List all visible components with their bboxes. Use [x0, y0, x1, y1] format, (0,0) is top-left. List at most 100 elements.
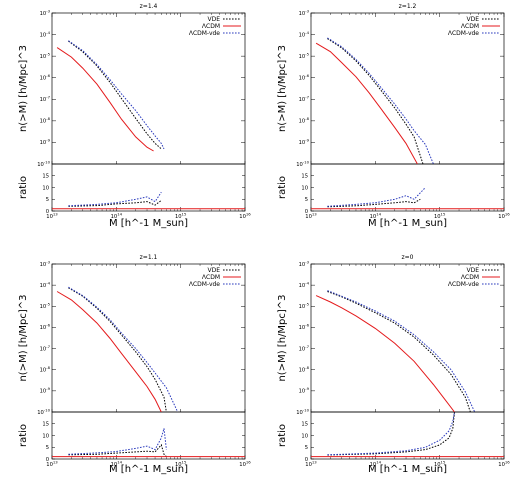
x-tick-label: 1014 — [111, 460, 123, 469]
y-tick-label: 10-10 — [37, 407, 50, 416]
ratio-tick-label: 0 — [305, 457, 308, 463]
y-tick-label: 10-7 — [40, 95, 51, 104]
ratio-tick-label: 15 — [301, 422, 308, 428]
y-tick-label: 10-6 — [40, 73, 51, 82]
y-tick-label: 10-6 — [40, 323, 51, 332]
x-tick-label: 1015 — [434, 460, 446, 469]
legend-label: ΛCDM — [202, 274, 220, 281]
x-tick-label: 1016 — [498, 212, 510, 221]
legend-label: ΛCDM-vde — [189, 30, 220, 37]
ratio-tick-label: 0 — [46, 457, 49, 463]
x-tick-label: 1015 — [434, 212, 446, 221]
y-tick-label: 10-3 — [40, 8, 51, 16]
y-tick-label: 10-6 — [299, 323, 310, 332]
series-line — [315, 295, 455, 412]
ratio-tick-label: 5 — [305, 445, 308, 451]
ratio-series-line — [327, 412, 455, 456]
ratio-tick-label: 0 — [46, 209, 49, 215]
y-tick-label: 10-7 — [40, 344, 51, 353]
x-tick-label: 1013 — [46, 212, 58, 221]
ratio-series-line — [68, 200, 162, 207]
y-tick-label: 10-8 — [299, 365, 310, 374]
panel-title: z=0 — [402, 254, 414, 261]
y-tick-label: 10-10 — [296, 159, 309, 168]
ratio-series-line — [68, 428, 167, 455]
x-tick-label: 1014 — [370, 212, 382, 221]
ratio-tick-label: 10 — [301, 185, 308, 191]
y-tick-label: 10-4 — [299, 30, 310, 39]
ratio-tick-label: 10 — [301, 433, 308, 439]
legend-label: ΛCDM — [461, 274, 479, 281]
panel-title: z=1.1 — [140, 254, 158, 261]
ratio-plot-frame — [310, 163, 505, 212]
x-tick-label: 1016 — [498, 460, 510, 469]
legend-label: VDE — [207, 267, 220, 274]
y-tick-label: 10-5 — [40, 51, 51, 60]
legend-label: VDE — [207, 16, 220, 23]
x-tick-label: 1015 — [175, 212, 187, 221]
legend-label: VDE — [466, 267, 479, 274]
ratio-series-line — [68, 443, 167, 457]
x-axis-title: M [h^-1 M_sun] — [109, 218, 188, 229]
y-tick-label: 10-9 — [40, 138, 51, 147]
ratio-series-line — [327, 187, 426, 207]
ratio-series-line — [327, 198, 421, 208]
y-tick-label: 10-4 — [40, 280, 51, 289]
series-line — [56, 47, 154, 152]
y-axis-title: n(>M) [h/Mpc]^3 — [277, 294, 288, 381]
x-tick-label: 1016 — [239, 212, 251, 221]
x-tick-label: 1015 — [175, 460, 187, 469]
x-tick-label: 1014 — [111, 212, 123, 221]
legend-label: VDE — [466, 16, 479, 23]
ratio-tick-label: 15 — [301, 174, 308, 180]
x-axis-title: M [h^-1 M_sun] — [368, 464, 447, 475]
ratio-plot-frame — [51, 411, 246, 460]
y-tick-label: 10-5 — [299, 51, 310, 60]
y-tick-label: 10-3 — [299, 259, 310, 268]
panel-title: z=1.2 — [399, 3, 417, 10]
y-tick-label: 10-8 — [299, 116, 310, 125]
y-tick-label: 10-10 — [296, 407, 309, 416]
chart-panel: z=1.1 1013 1014 1015 1016 10-10 10-9 10-8 10-7 10… — [18, 254, 251, 475]
y-tick-label: 10-8 — [40, 365, 51, 374]
series-line — [68, 286, 179, 412]
y-tick-label: 10-8 — [40, 116, 51, 125]
legend-label: ΛCDM-vde — [189, 281, 220, 288]
y-tick-label: 10-4 — [40, 30, 51, 39]
legend-label: ΛCDM-vde — [448, 281, 479, 288]
ratio-plot-frame — [310, 411, 505, 460]
ratio-tick-label: 5 — [46, 445, 49, 451]
legend-label: ΛCDM — [202, 23, 220, 30]
y-axis-title: n(>M) [h/Mpc]^3 — [277, 45, 288, 132]
series-line — [68, 40, 162, 150]
ratio-axis-title: ratio — [18, 176, 29, 199]
y-tick-label: 10-4 — [299, 280, 310, 289]
ratio-tick-label: 5 — [305, 197, 308, 203]
ratio-plot-frame — [51, 163, 246, 212]
series-line — [68, 40, 165, 150]
y-axis-title: n(>M) [h/Mpc]^3 — [18, 45, 29, 132]
series-line — [56, 291, 162, 412]
x-tick-label: 1016 — [239, 460, 251, 469]
x-axis-title: M [h^-1 M_sun] — [368, 218, 447, 229]
series-line — [327, 291, 471, 412]
ratio-tick-label: 0 — [305, 209, 308, 215]
x-tick-label: 1013 — [305, 460, 317, 469]
y-tick-label: 10-5 — [299, 302, 310, 311]
series-line — [68, 287, 167, 412]
x-tick-label: 1013 — [46, 460, 58, 469]
x-tick-label: 1014 — [370, 460, 382, 469]
y-tick-label: 10-3 — [299, 8, 310, 16]
y-tick-label: 10-7 — [299, 344, 310, 353]
ratio-tick-label: 15 — [42, 422, 49, 428]
ratio-axis-title: ratio — [277, 424, 288, 447]
y-tick-label: 10-9 — [40, 386, 51, 395]
y-tick-label: 10-3 — [40, 259, 51, 268]
y-tick-label: 10-6 — [299, 73, 310, 82]
series-line — [315, 42, 418, 164]
